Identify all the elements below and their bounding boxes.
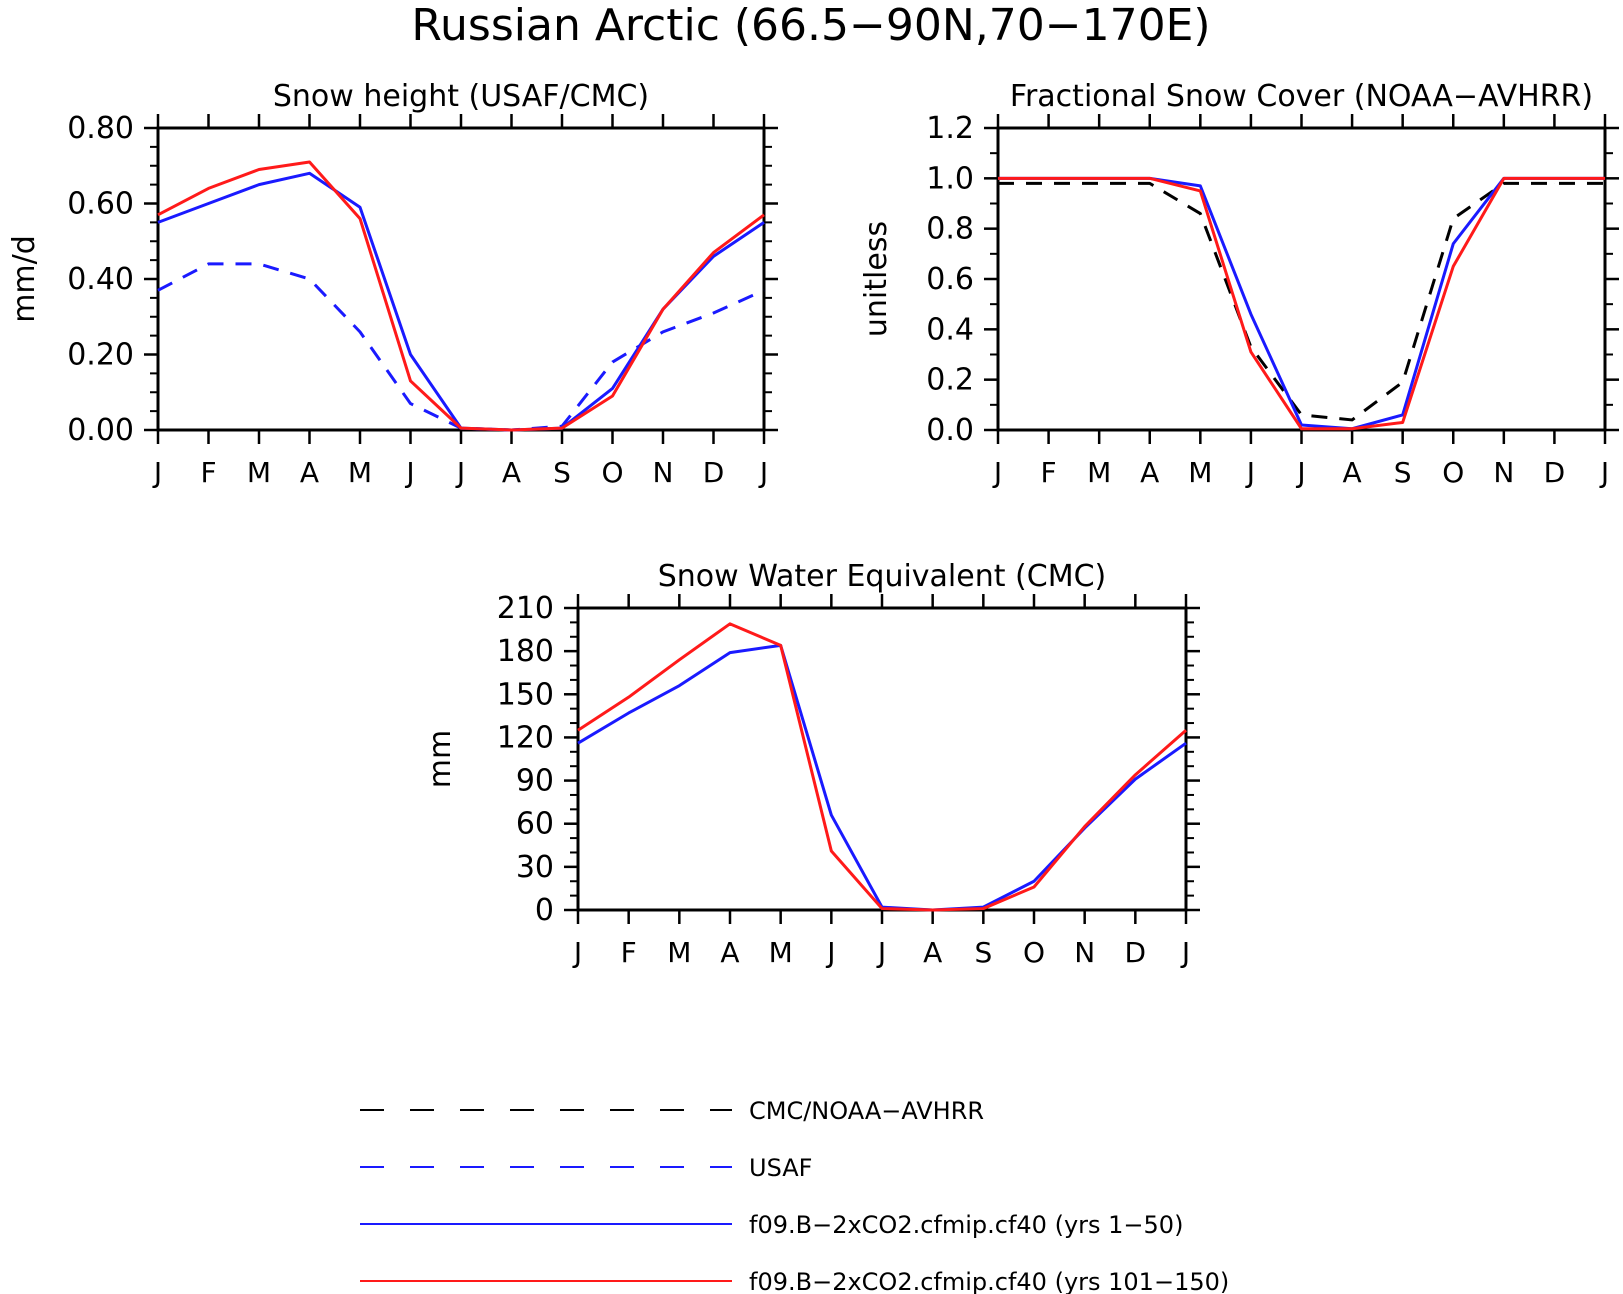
y-axis-label: mm <box>423 730 458 788</box>
y-tick-label: 0.0 <box>926 413 974 448</box>
x-tick-label: J <box>758 456 768 489</box>
series-line-obs <box>998 181 1605 422</box>
legend-label: CMC/NOAA−AVHRR <box>749 1097 984 1125</box>
x-tick-label: O <box>601 456 623 489</box>
panel-title: Snow height (USAF/CMC) <box>273 79 649 114</box>
legend-label: f09.B−2xCO2.cfmip.cf40 (yrs 101−150) <box>749 1268 1229 1294</box>
x-tick-label: F <box>1041 456 1057 489</box>
x-tick-label: D <box>1125 936 1147 969</box>
x-tick-label: D <box>1544 456 1566 489</box>
legend-item-run1: f09.B−2xCO2.cfmip.cf40 (yrs 1−50) <box>360 1211 1183 1239</box>
x-tick-label: F <box>200 456 216 489</box>
x-tick-label: O <box>1442 456 1464 489</box>
panel-title: Snow Water Equivalent (CMC) <box>658 559 1106 594</box>
x-tick-label: D <box>703 456 725 489</box>
x-tick-label: M <box>1087 456 1111 489</box>
y-axis-label: unitless <box>859 221 894 337</box>
series-line-run1 <box>157 171 765 432</box>
chart-panel-3: Snow Water Equivalent (CMC)mmJ F M A M J J A S O N… <box>423 559 1200 969</box>
y-tick-label: 0.00 <box>67 413 134 448</box>
x-tick-label: J <box>1245 456 1255 489</box>
series-line-run2 <box>998 176 1605 431</box>
x-tick-label: J <box>825 936 835 969</box>
y-tick-label: 0.6 <box>926 262 974 297</box>
x-tick-label: J <box>455 456 465 489</box>
chart-panel-2: Fractional Snow Cover (NOAA−AVHRR) unitle… <box>859 79 1619 489</box>
x-tick-label: J <box>152 456 162 489</box>
x-tick-label: S <box>974 936 992 969</box>
y-tick-label: 0.4 <box>926 312 974 347</box>
figure-title: Russian Arctic (66.5−90N,70−170E) <box>411 0 1210 51</box>
legend-item-usaf: USAF <box>360 1154 812 1182</box>
y-tick-label: 0.20 <box>67 338 134 373</box>
x-tick-label: J <box>1180 936 1190 969</box>
y-tick-label: 150 <box>497 677 554 712</box>
y-tick-label: 0.2 <box>926 363 974 398</box>
x-tick-label: A <box>1343 456 1362 489</box>
legend: CMC/NOAA−AVHRR USAF f09.B−2xCO2.cfmip.cf40… <box>360 1097 1229 1294</box>
y-tick-label: 120 <box>497 720 554 755</box>
plot-frame <box>996 126 1607 432</box>
series-line-run2 <box>157 160 765 432</box>
y-tick-label: 0.40 <box>67 262 134 297</box>
x-tick-label: J <box>572 936 582 969</box>
x-tick-label: J <box>992 456 1002 489</box>
y-tick-label: 1.2 <box>926 111 974 146</box>
x-tick-label: N <box>1074 936 1095 969</box>
y-tick-label: 0.60 <box>67 187 134 222</box>
x-tick-label: J <box>876 936 886 969</box>
x-tick-label: A <box>720 936 739 969</box>
series-line-usaf <box>157 262 765 432</box>
x-tick-label: S <box>1394 456 1412 489</box>
x-tick-label: J <box>1295 456 1305 489</box>
series-line-run1 <box>998 176 1605 431</box>
legend-item-run2: f09.B−2xCO2.cfmip.cf40 (yrs 101−150) <box>360 1268 1229 1294</box>
x-tick-label: S <box>553 456 571 489</box>
y-tick-label: 60 <box>516 807 554 842</box>
x-tick-label: A <box>1140 456 1159 489</box>
panel-title: Fractional Snow Cover (NOAA−AVHRR) <box>1010 79 1593 114</box>
x-tick-label: F <box>621 936 637 969</box>
y-tick-label: 0.8 <box>926 212 974 247</box>
x-tick-label: M <box>348 456 372 489</box>
x-tick-label: J <box>1599 456 1609 489</box>
x-tick-label: J <box>404 456 414 489</box>
x-tick-label: M <box>667 936 691 969</box>
x-tick-label: A <box>923 936 942 969</box>
x-tick-label: O <box>1023 936 1045 969</box>
x-tick-label: M <box>1188 456 1212 489</box>
plot-frame <box>576 606 1188 912</box>
series-line-run1 <box>577 643 1187 912</box>
series-line-run2 <box>577 622 1187 912</box>
x-tick-label: A <box>502 456 521 489</box>
chart-panel-1: Snow height (USAF/CMC)mm/dJ F M A M J J A S O N D J0… <box>7 79 778 489</box>
y-tick-label: 90 <box>516 764 554 799</box>
y-tick-label: 0.80 <box>67 111 134 146</box>
x-tick-label: N <box>1493 456 1514 489</box>
y-tick-label: 180 <box>497 634 554 669</box>
legend-item-obs: CMC/NOAA−AVHRR <box>360 1097 984 1125</box>
y-tick-label: 210 <box>497 591 554 626</box>
y-tick-label: 1.0 <box>926 161 974 196</box>
legend-label: f09.B−2xCO2.cfmip.cf40 (yrs 1−50) <box>749 1211 1183 1239</box>
x-tick-label: M <box>247 456 271 489</box>
y-tick-label: 0 <box>535 893 554 928</box>
x-tick-label: M <box>769 936 793 969</box>
x-tick-label: N <box>653 456 674 489</box>
chart-panels: Snow height (USAF/CMC)mm/dJ F M A M J J A S O N D J0… <box>7 79 1619 969</box>
legend-label: USAF <box>749 1154 812 1182</box>
y-tick-label: 30 <box>516 850 554 885</box>
y-axis-label: mm/d <box>7 235 42 323</box>
x-tick-label: A <box>300 456 319 489</box>
